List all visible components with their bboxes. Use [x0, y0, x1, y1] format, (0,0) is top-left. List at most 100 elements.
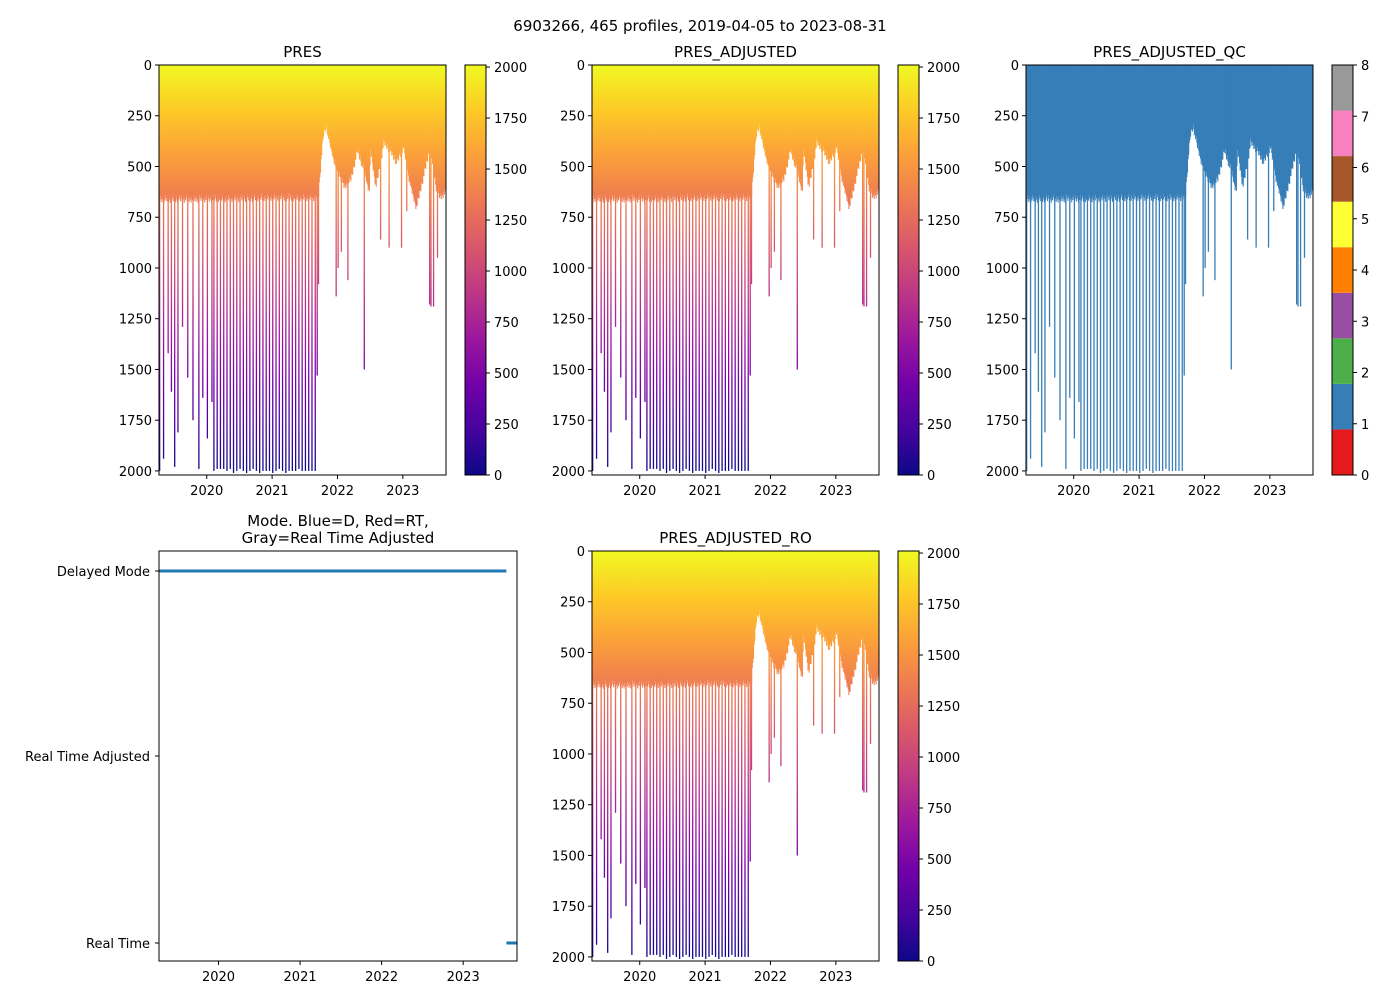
- profile-strip: [1071, 65, 1073, 197]
- profile-strip: [851, 65, 853, 199]
- deep-profile-strip: [259, 65, 261, 473]
- profile-strip: [776, 551, 778, 674]
- profile-strip: [267, 65, 270, 197]
- profile-strip: [712, 65, 714, 196]
- x-tick-label: 2023: [386, 484, 419, 499]
- profile-strip: [622, 65, 624, 200]
- profile-strip: [657, 551, 659, 689]
- profile-strip: [696, 65, 698, 201]
- deep-profile-strip: [734, 551, 736, 957]
- profile-strip: [194, 65, 196, 199]
- profile-strip: [758, 551, 760, 610]
- profile-strip: [235, 65, 237, 195]
- profile-strip: [860, 551, 862, 640]
- deep-profile-strip: [202, 65, 204, 398]
- profile-strip: [1082, 65, 1084, 199]
- profile-strip: [671, 551, 673, 688]
- profile-strip: [777, 551, 779, 670]
- profile-strip: [868, 65, 870, 192]
- profile-strip: [826, 65, 828, 156]
- profile-strip: [736, 551, 738, 680]
- profile-strip: [678, 65, 680, 202]
- profile-strip: [300, 65, 302, 199]
- profile-strip: [683, 65, 685, 202]
- profile-strip: [624, 551, 626, 683]
- deep-profile-strip: [821, 65, 823, 248]
- profile-strip: [1305, 65, 1307, 198]
- profile-strip: [781, 551, 783, 669]
- profile-strip: [806, 65, 808, 177]
- profile-strip: [332, 65, 335, 159]
- deep-profile-strip: [294, 65, 297, 471]
- profile-strip: [250, 65, 252, 196]
- profile-strip: [720, 65, 722, 194]
- profile-strip: [1248, 65, 1250, 149]
- profile-strip: [621, 65, 623, 199]
- profile-strip: [443, 65, 445, 192]
- profile-strip: [398, 65, 400, 154]
- x-tick-label: 2023: [447, 970, 480, 985]
- profile-strip: [864, 551, 866, 645]
- profile-strip: [640, 551, 642, 682]
- profile-strip: [1045, 65, 1047, 201]
- profile-strip: [1243, 65, 1245, 178]
- profile-strip: [266, 65, 268, 200]
- profile-strip: [693, 65, 695, 194]
- deep-profile-strip: [1080, 65, 1082, 471]
- profile-strip: [742, 65, 744, 200]
- profile-strip: [419, 65, 421, 191]
- deep-profile-strip: [708, 551, 710, 957]
- deep-profile-strip: [701, 551, 704, 957]
- profile-strip: [836, 551, 838, 633]
- profile-strip: [715, 551, 717, 681]
- profile-strip: [1149, 65, 1151, 195]
- profile-strip: [207, 65, 209, 196]
- profile-strip: [214, 65, 216, 201]
- profile-strip: [854, 551, 856, 670]
- profile-strip: [746, 551, 748, 682]
- profile-strip: [227, 65, 229, 201]
- profile-strip: [1160, 65, 1162, 196]
- profile-strip: [1291, 65, 1293, 168]
- profile-strip: [257, 65, 259, 196]
- profile-strip: [652, 65, 654, 200]
- deep-profile-strip: [705, 65, 707, 473]
- profile-strip: [261, 65, 263, 197]
- profile-strip: [389, 65, 391, 152]
- deep-profile-strip: [340, 65, 343, 252]
- profile-strip: [835, 65, 838, 149]
- profile-strip: [422, 65, 424, 176]
- profile-strip: [845, 551, 847, 682]
- profile-strip: [1284, 65, 1286, 198]
- profile-strip: [687, 65, 689, 197]
- profile-strip: [759, 551, 761, 622]
- profile-strip: [247, 65, 249, 198]
- deep-profile-strip: [595, 551, 598, 945]
- profile-strip: [717, 551, 719, 687]
- profile-strip: [733, 65, 735, 196]
- profile-strip: [653, 65, 655, 201]
- profile-strip: [287, 65, 289, 194]
- profile-strip: [1033, 65, 1035, 202]
- profile-strip: [598, 551, 600, 685]
- profile-strip: [651, 65, 653, 197]
- profile-strip: [829, 65, 831, 158]
- profile-strip: [1173, 65, 1176, 196]
- profile-strip: [283, 65, 285, 198]
- deep-profile-strip: [1204, 65, 1206, 268]
- profile-strip: [1261, 65, 1263, 160]
- deep-profile-strip: [1155, 65, 1157, 471]
- profile-strip: [329, 65, 331, 149]
- profile-strip: [855, 551, 857, 670]
- profile-strip: [425, 65, 427, 169]
- profile-strip: [1206, 65, 1208, 173]
- deep-profile-strip: [1126, 65, 1128, 473]
- profile-strip: [686, 65, 688, 194]
- deep-profile-strip: [821, 551, 823, 734]
- deep-profile-strip: [1171, 65, 1174, 471]
- profile-strip: [189, 65, 191, 197]
- profile-strip: [231, 65, 233, 203]
- profile-strip: [835, 551, 838, 635]
- profile-strip: [783, 551, 785, 668]
- colorbar-tick-label: 1500: [494, 163, 527, 178]
